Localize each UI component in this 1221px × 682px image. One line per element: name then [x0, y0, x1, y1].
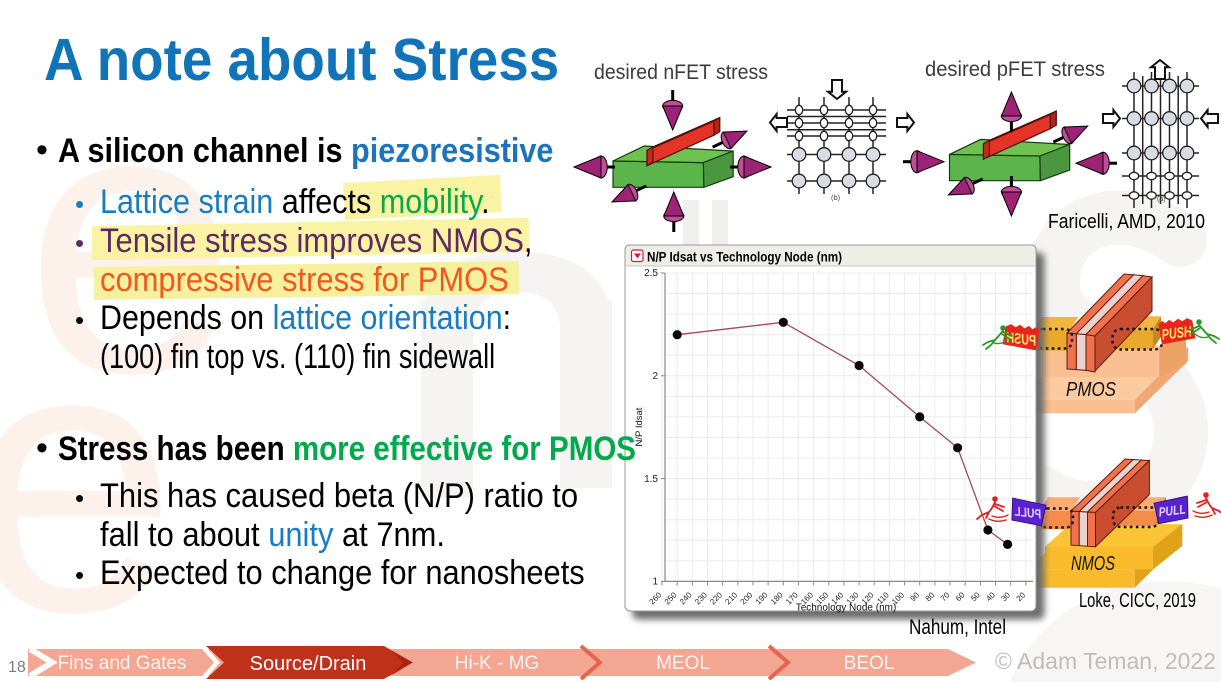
svg-text:(a): (a) [1157, 196, 1166, 203]
svg-text:1.5: 1.5 [644, 474, 658, 485]
svg-text:e: e [0, 266, 177, 682]
svg-text:PUSH: PUSH [1161, 323, 1194, 344]
svg-text:(b): (b) [831, 193, 841, 202]
svg-text:N/P Idsat: N/P Idsat [634, 407, 645, 446]
svg-text:N/P Idsat vs Technology Node (: N/P Idsat vs Technology Node (nm) [647, 250, 842, 265]
svg-text:PUSH: PUSH [1005, 329, 1038, 350]
svg-text:Loke, CICC, 2019: Loke, CICC, 2019 [1079, 590, 1196, 612]
svg-text:BEOL: BEOL [844, 653, 895, 674]
svg-text:Source/Drain: Source/Drain [250, 653, 367, 675]
svg-text:1: 1 [652, 577, 658, 588]
svg-text:18: 18 [8, 659, 26, 676]
svg-text:PULL: PULL [1014, 503, 1043, 521]
svg-text:Faricelli, AMD, 2010: Faricelli, AMD, 2010 [1048, 211, 1205, 233]
svg-text:Technology Node (nm): Technology Node (nm) [796, 603, 897, 614]
svg-text:desired pFET stress: desired pFET stress [925, 58, 1105, 81]
svg-text:desired nFET stress: desired nFET stress [594, 61, 768, 84]
svg-text:MEOL: MEOL [656, 653, 710, 674]
svg-text:NMOS: NMOS [1071, 553, 1115, 575]
svg-text:PMOS: PMOS [1066, 379, 1117, 401]
svg-text:Nahum, Intel: Nahum, Intel [909, 616, 1006, 639]
svg-text:PULL: PULL [1158, 501, 1187, 519]
svg-text:2: 2 [652, 371, 658, 382]
svg-text:© Adam Teman, 2022: © Adam Teman, 2022 [995, 648, 1216, 674]
svg-text:Hi-K - MG: Hi-K - MG [455, 653, 539, 674]
svg-text:Fins and Gates: Fins and Gates [58, 653, 187, 674]
svg-text:2.5: 2.5 [644, 268, 658, 279]
